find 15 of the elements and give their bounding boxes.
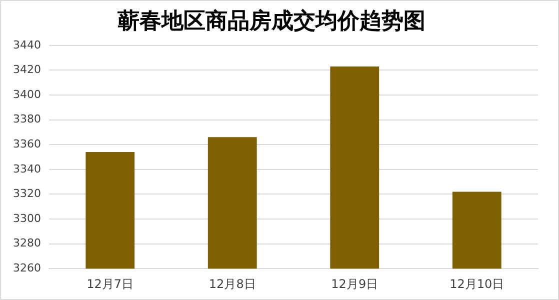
x-tick-label: 12月7日	[86, 276, 134, 291]
y-tick-label: 3320	[12, 187, 41, 200]
y-tick-label: 3400	[12, 88, 41, 101]
y-tick-label: 3360	[12, 137, 41, 150]
chart-title: 蕲春地区商品房成交均价趋势图	[116, 8, 426, 34]
y-tick-label: 3260	[12, 261, 41, 274]
x-tick-label: 12月10日	[450, 276, 504, 291]
x-tick-label: 12月9日	[331, 276, 378, 291]
y-tick-label: 3280	[12, 236, 41, 250]
y-tick-label: 3300	[12, 212, 41, 225]
y-tick-label: 3440	[12, 38, 41, 52]
x-tick-label: 12月8日	[208, 276, 256, 291]
y-tick-label: 3380	[12, 112, 41, 126]
y-tick-label: 3420	[12, 63, 41, 76]
y-tick-label: 3340	[12, 162, 41, 176]
